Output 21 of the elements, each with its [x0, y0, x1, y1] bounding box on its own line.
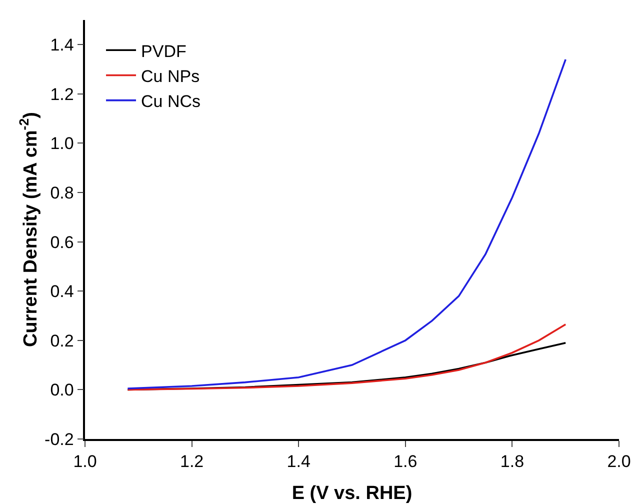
x-tick-label: 1.4	[286, 452, 310, 472]
x-tick-label: 1.0	[73, 452, 97, 472]
x-axis-title: E (V vs. RHE)	[292, 483, 412, 504]
y-tick-label: 0.8	[50, 183, 74, 202]
x-tick-label: 1.6	[394, 452, 418, 472]
legend-label: Cu NCs	[141, 92, 201, 111]
y-tick-label: -0.2	[44, 430, 74, 449]
y-tick-label: 0.2	[50, 331, 74, 350]
x-tick-label: 1.2	[180, 452, 204, 472]
y-tick-label: 0.6	[50, 232, 74, 252]
line-series	[126, 323, 566, 391]
legend-label: PVDF	[141, 42, 186, 61]
x-tick-label: 2.0	[607, 452, 631, 472]
line-series	[126, 58, 566, 390]
y-tick-label: 0.4	[50, 282, 74, 302]
legend-label: Cu NPs	[141, 66, 200, 86]
y-tick-label: 0.0	[50, 380, 74, 400]
y-tick-label: 1.0	[50, 134, 74, 154]
x-tick-label: 1.8	[500, 452, 524, 472]
y-tick-label: 1.4	[50, 36, 74, 55]
y-tick-label: 1.2	[50, 84, 74, 104]
